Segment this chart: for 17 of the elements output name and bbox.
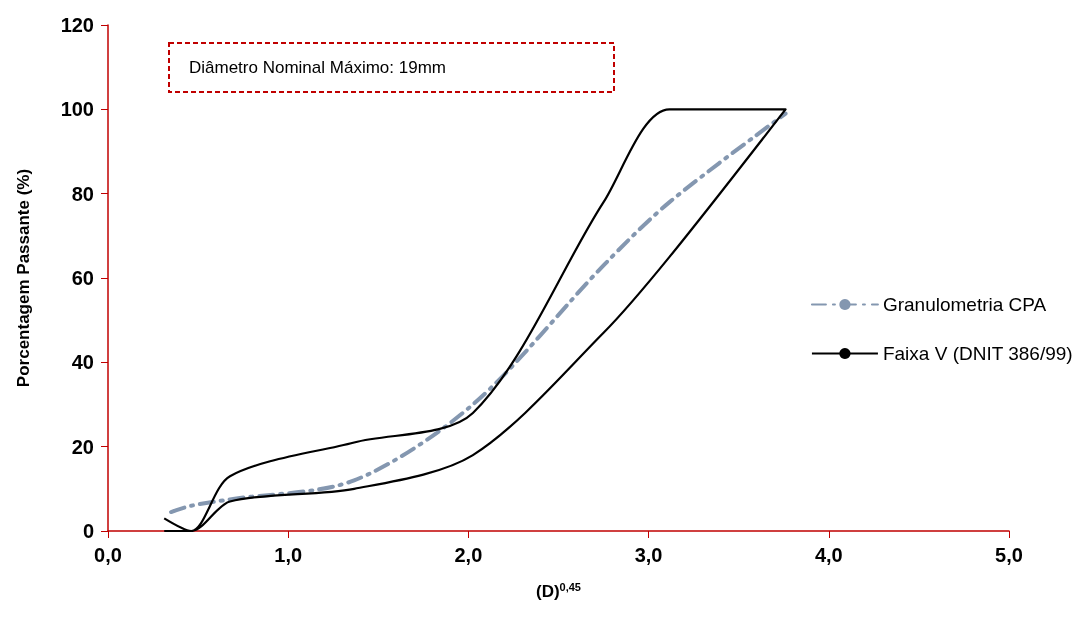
x-tick-label: 1,0 xyxy=(274,544,303,566)
y-tick-label: 0 xyxy=(82,520,94,542)
y-tick-label: 120 xyxy=(60,14,94,36)
y-tick-label: 100 xyxy=(60,98,94,121)
y-tick-label: 80 xyxy=(71,182,94,205)
annotation: Diâmetro Nominal Máximo: 19mm xyxy=(189,58,446,77)
x-tick-label: 0,0 xyxy=(94,544,122,566)
y-tick-label: 60 xyxy=(71,267,94,289)
y-axis-title: Porcentagem Passante (%) xyxy=(14,168,33,388)
y-tick-label: 40 xyxy=(71,351,94,374)
x-tick-label: 3,0 xyxy=(634,544,663,566)
x-tick-label: 4,0 xyxy=(814,544,843,566)
y-tick-label: 20 xyxy=(71,435,94,458)
x-tick-label: 2,0 xyxy=(454,544,483,566)
legend-label: Granulometria CPA xyxy=(882,294,1047,315)
x-tick-label: 5,0 xyxy=(995,544,1023,566)
legend-label: Faixa V (DNIT 386/99) xyxy=(882,343,1073,364)
